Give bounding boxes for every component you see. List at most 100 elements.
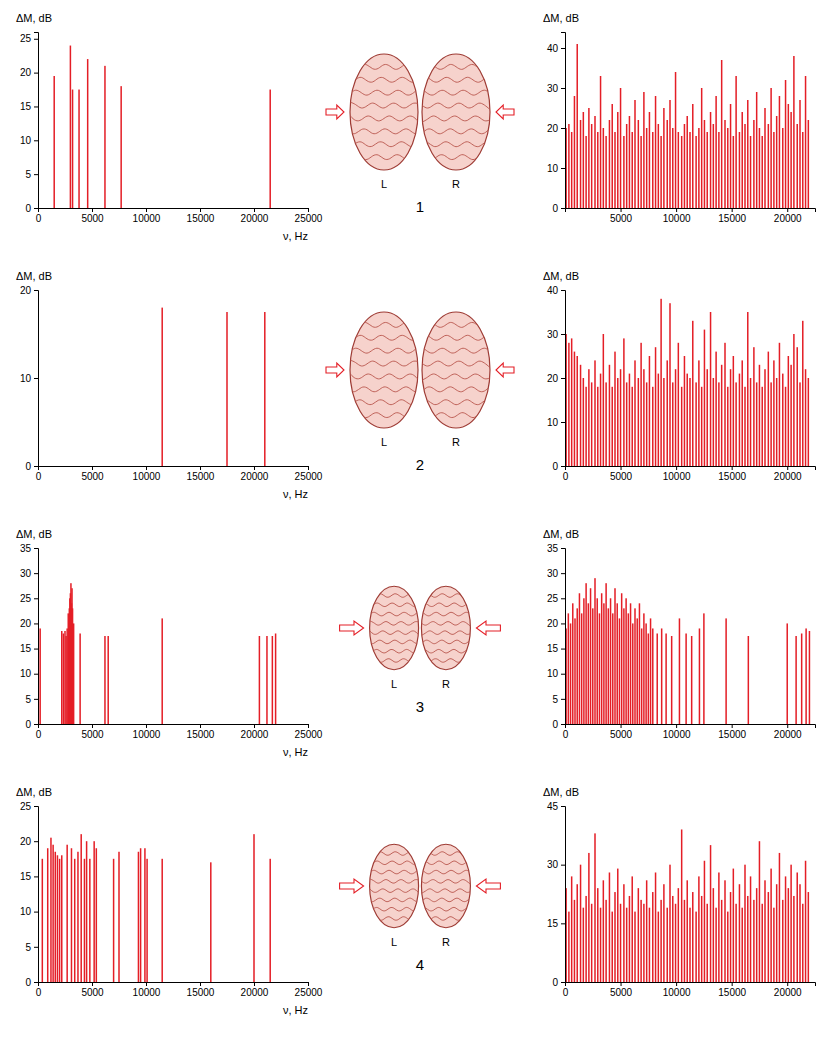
tick-mark: [621, 982, 622, 986]
spectral-line: [620, 369, 622, 466]
tick-mark: [34, 674, 38, 675]
gyrus: [350, 322, 418, 328]
spectral-line: [701, 88, 703, 208]
x-tick: 5000: [610, 466, 633, 482]
spectral-line: [583, 112, 585, 208]
spectral-line: [576, 608, 578, 724]
x-axis: 0500010000150002000025000: [36, 982, 323, 998]
x-tick: 20000: [774, 982, 802, 998]
spectral-line: [583, 908, 585, 982]
spectral-line: [629, 374, 631, 466]
spectral-line: [603, 128, 605, 208]
spectral-line: [799, 100, 801, 208]
spectral-line: [658, 374, 660, 466]
y-axis-title: ΔM, dB: [16, 528, 52, 540]
x-tick: 10000: [133, 208, 161, 224]
y-axis: 0153045: [547, 801, 566, 988]
x-tick: 15000: [718, 982, 746, 998]
spectral-line: [663, 884, 665, 982]
tick-mark: [34, 912, 38, 913]
x-tick: 10000: [663, 208, 691, 224]
gyri: [350, 64, 418, 159]
spectral-line: [272, 636, 274, 724]
x-axis: 05000100001500020000: [563, 466, 816, 482]
tick-label: 25000: [295, 729, 323, 740]
spectral-line: [161, 618, 163, 724]
spectral-line: [591, 382, 593, 466]
tick-label: 45: [547, 801, 559, 812]
y-tick: 5: [25, 694, 38, 705]
spectral-line: [756, 382, 758, 466]
spectral-line: [790, 365, 792, 466]
tick-label: 10: [547, 417, 559, 428]
spectral-line: [610, 598, 612, 724]
tick-mark: [146, 208, 147, 212]
tick-label: 15: [547, 643, 559, 654]
spectral-line: [652, 132, 654, 208]
x-tick: 10000: [133, 724, 161, 740]
y-tick: 20: [20, 285, 38, 296]
spectral-line: [634, 912, 636, 982]
tick-mark: [34, 876, 38, 877]
spectral-line: [686, 880, 688, 982]
spectral-line: [78, 90, 80, 208]
spectral-line: [59, 859, 61, 982]
gyrus: [421, 889, 470, 893]
hemisphere-label: R: [452, 178, 460, 190]
tick-label: 5000: [81, 729, 104, 740]
tick-mark: [561, 674, 565, 675]
tick-label: 10000: [133, 987, 161, 998]
y-tick: 0: [552, 977, 565, 988]
spectral-line: [715, 96, 717, 208]
spectral-line: [741, 360, 743, 466]
x-tick: 0: [563, 982, 569, 998]
gyrus: [370, 861, 419, 866]
tick-label: 20000: [774, 213, 802, 224]
tick-label: 10000: [133, 213, 161, 224]
axis-line: [561, 291, 566, 467]
y-tick: 20: [20, 67, 38, 78]
spectral-line: [629, 116, 631, 208]
tick-mark: [146, 724, 147, 728]
spectral-line: [808, 378, 810, 466]
tick-mark: [254, 982, 255, 986]
y-tick: 25: [20, 593, 38, 604]
tick-label: 10000: [133, 729, 161, 740]
spectral-line: [761, 387, 763, 466]
spectral-line: [70, 46, 72, 208]
tick-mark: [34, 724, 38, 725]
spectral-line: [695, 136, 697, 208]
y-tick: 30: [547, 83, 565, 94]
bars: [39, 583, 276, 724]
tick-mark: [34, 649, 38, 650]
gyri: [370, 594, 419, 663]
spectral-line: [574, 96, 576, 208]
chart-panel: 050001000015000200002500005101520253035: [20, 543, 323, 740]
spectral-line: [689, 132, 691, 208]
spectral-line: [698, 876, 700, 982]
spectral-line: [623, 338, 625, 466]
tick-label: 25: [20, 33, 32, 44]
gyri: [421, 594, 470, 663]
hemisphere: [421, 844, 470, 928]
tick-mark: [34, 947, 38, 948]
tick-label: 5: [25, 694, 31, 705]
spectral-line: [730, 892, 732, 982]
x-tick: 20000: [241, 208, 269, 224]
spectral-line: [725, 618, 727, 724]
spectral-line: [646, 128, 648, 208]
spectral-line: [684, 124, 686, 208]
spectral-line: [61, 631, 63, 724]
spectral-line: [264, 312, 266, 466]
bars: [565, 44, 809, 208]
y-tick: 0: [25, 203, 38, 214]
tick-mark: [561, 865, 565, 866]
spectral-line: [621, 593, 623, 724]
gyrus: [350, 102, 418, 108]
tick-mark: [561, 208, 565, 209]
tick-label: 5000: [610, 987, 633, 998]
spectral-line: [761, 136, 763, 208]
spectral-line: [611, 104, 613, 208]
spectral-line: [666, 120, 668, 208]
tick-label: 20: [547, 618, 559, 629]
